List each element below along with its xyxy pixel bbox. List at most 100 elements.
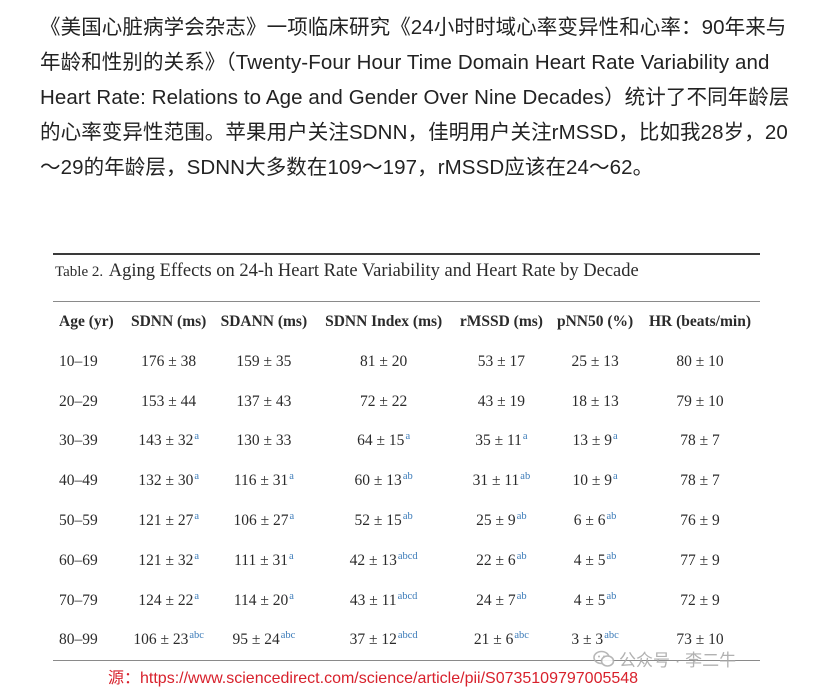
cell-sdnn-index: 72 ± 22 [315,382,453,422]
table-row: 70–79 124 ± 22a 114 ± 20a 43 ± 11abcd 24 ± 7… [53,581,760,621]
header-hr: HR (beats/min) [648,313,751,330]
significance-superscript: abcd [397,630,418,642]
cell-value: 79 ± 10 [676,392,724,410]
cell-hr: 80 ± 10 [640,342,760,382]
cell-sdnn-index: 64 ± 15a [315,422,453,462]
cell-age: 60–69 [53,541,124,581]
significance-superscript: abc [189,630,204,642]
cell-value: 77 ± 9 [680,551,720,569]
cell-pnn50: 25 ± 13 [550,342,640,382]
cell-value: 106 ± 27 [233,512,289,530]
cell-pnn50: 4 ± 5ab [550,541,640,581]
table-row: 20–29 153 ± 44 137 ± 43 72 ± 22 43 ± 19 18 ± … [53,382,760,422]
cell-value: 116 ± 31 [233,472,289,490]
cell-pnn50: 4 ± 5ab [550,581,640,621]
cell-value: 78 ± 7 [680,472,720,490]
significance-superscript: a [194,511,199,523]
cell-value: 73 ± 10 [676,631,724,649]
header-sdnn: SDNN (ms) [130,313,207,330]
cell-value: 95 ± 24 [232,631,280,649]
significance-superscript: ab [520,471,531,483]
intro-text: 《美国心脏病学会杂志》一项临床研究《24小时时域心率变异性和心率：90年来与年龄… [40,10,800,185]
table-header-row: Age (yr) SDNN (ms) SDANN (ms) SDNN Index… [53,302,760,342]
cell-rmssd: 25 ± 9ab [453,501,551,541]
cell-value: 53 ± 17 [477,352,526,370]
cell-sdann: 106 ± 27a [213,501,315,541]
table-header-rule [53,301,760,302]
significance-superscript: ab [516,590,527,602]
cell-hr: 78 ± 7 [640,461,760,501]
cell-sdnn: 132 ± 30a [124,461,213,501]
significance-superscript: a [288,550,294,562]
cell-rmssd: 35 ± 11a [453,422,551,462]
cell-value: 72 ± 22 [360,392,408,410]
cell-value: 143 ± 32 [138,432,194,450]
significance-superscript: ab [606,550,617,562]
significance-superscript: abcd [397,590,418,602]
hrv-table: Age (yr) SDNN (ms) SDANN (ms) SDNN Index… [53,302,760,660]
cell-sdnn: 176 ± 38 [124,342,213,382]
cell-value: 70–79 [59,591,98,609]
cell-sdann: 130 ± 33 [213,422,315,462]
source-link[interactable]: 源：https://www.sciencedirect.com/science/… [108,670,639,687]
cell-value: 76 ± 9 [680,512,720,530]
cell-rmssd: 53 ± 17 [453,342,551,382]
cell-value: 60 ± 13 [354,472,402,490]
cell-sdann: 137 ± 43 [213,382,315,422]
significance-superscript: a [289,471,294,483]
hrv-table-figure: Table 2. Aging Effects on 24-h Heart Rat… [53,253,760,662]
cell-value: 106 ± 23 [133,631,189,649]
cell-rmssd: 31 ± 11ab [453,461,551,501]
cell-value: 43 ± 11 [349,591,397,609]
cell-rmssd: 21 ± 6abc [453,621,551,661]
cell-age: 80–99 [53,621,124,661]
significance-superscript: ab [606,590,617,602]
cell-sdnn-index: 37 ± 12abcd [315,621,453,661]
significance-superscript: a [289,511,295,523]
table-body: 10–19 176 ± 38 159 ± 35 81 ± 20 53 ± 17 25 ± … [53,342,760,660]
cell-value: 78 ± 7 [680,432,720,450]
cell-sdann: 111 ± 31a [213,541,315,581]
cell-sdnn-index: 42 ± 13abcd [315,541,453,581]
cell-value: 40–49 [59,472,98,490]
header-rmssd: rMSSD (ms) [459,313,543,330]
cell-value: 72 ± 9 [680,591,720,609]
cell-sdnn: 106 ± 23abc [124,621,213,661]
cell-value: 52 ± 15 [354,512,402,530]
significance-superscript: ab [516,511,527,523]
cell-sdnn-index: 60 ± 13ab [315,461,453,501]
cell-hr: 78 ± 7 [640,422,760,462]
table-row: 80–99 106 ± 23abc 95 ± 24 abc 37 ± 12abcd 21 … [53,621,760,661]
cell-hr: 77 ± 9 [640,541,760,581]
significance-superscript: a [289,590,294,602]
cell-rmssd: 43 ± 19 [453,382,551,422]
cell-value: 43 ± 19 [477,392,526,410]
significance-superscript: ab [516,550,527,562]
cell-value: 22 ± 6 [476,551,516,569]
cell-rmssd: 22 ± 6ab [453,541,551,581]
cell-sdnn: 121 ± 32a [124,541,213,581]
significance-superscript: abcd [397,550,418,562]
cell-value: 31 ± 11 [472,472,520,490]
cell-value: 121 ± 32 [138,551,194,569]
cell-age: 10–19 [53,342,124,382]
watermark-text: 公众号 · 李二牛 [619,651,737,670]
table-row: 50–59 121 ± 27a 106 ± 27a 52 ± 15ab 25 ± 9ab… [53,501,760,541]
cell-hr: 72 ± 9 [640,581,760,621]
table-top-rule [53,253,760,255]
cell-pnn50: 6 ± 6ab [550,501,640,541]
table-row: 10–19 176 ± 38 159 ± 35 81 ± 20 53 ± 17 25 ± … [53,342,760,382]
cell-pnn50: 13 ± 9a [550,422,640,462]
cell-value: 80 ± 10 [676,352,724,370]
cell-value: 20–29 [59,392,98,410]
header-pnn50: pNN50 (%) [556,313,634,330]
cell-hr: 76 ± 9 [640,501,760,541]
cell-value: 13 ± 9 [572,432,613,450]
cell-value: 130 ± 33 [236,432,292,450]
table-caption-title: Aging Effects on 24-h Heart Rate Variabi… [108,261,639,281]
cell-value: 153 ± 44 [141,392,197,410]
cell-value: 10 ± 9 [572,472,613,490]
cell-value: 80–99 [59,631,98,649]
table-row: 60–69 121 ± 32a 111 ± 31a 42 ± 13abcd 22 ± 6… [53,541,760,581]
cell-sdnn-index: 52 ± 15ab [315,501,453,541]
